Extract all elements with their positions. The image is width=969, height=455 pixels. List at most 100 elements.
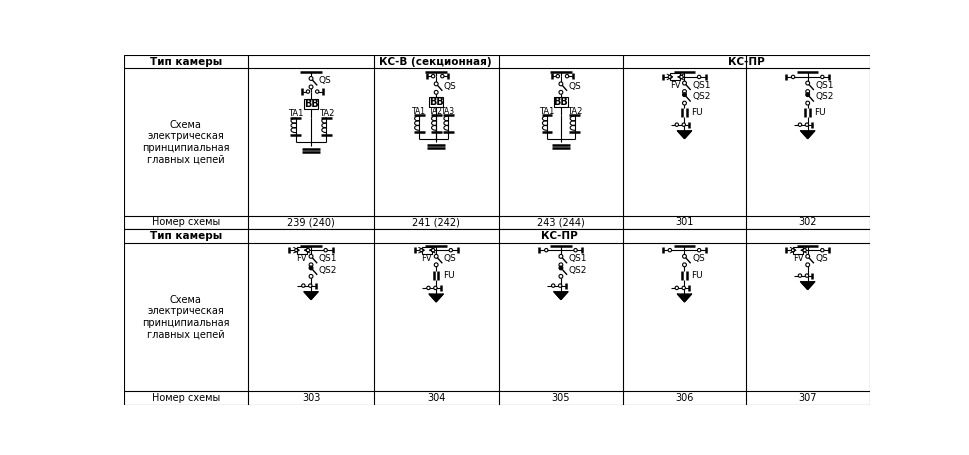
Circle shape (434, 263, 438, 267)
Circle shape (682, 90, 686, 93)
Circle shape (434, 286, 437, 289)
Circle shape (565, 75, 569, 78)
Circle shape (545, 248, 548, 252)
Circle shape (420, 248, 423, 252)
Circle shape (806, 101, 810, 105)
Circle shape (669, 248, 672, 252)
Text: BB: BB (303, 99, 319, 109)
Text: QS: QS (815, 254, 828, 263)
Circle shape (806, 254, 810, 258)
Text: QS1: QS1 (569, 254, 587, 263)
Polygon shape (677, 294, 692, 302)
Text: QS: QS (444, 254, 456, 263)
Text: QS1: QS1 (815, 81, 834, 90)
Circle shape (434, 254, 438, 258)
Bar (124, 229, 869, 405)
Circle shape (441, 75, 444, 78)
Circle shape (806, 93, 809, 96)
Polygon shape (800, 282, 815, 289)
Text: QS: QS (444, 81, 456, 91)
Bar (554, 96, 568, 106)
Circle shape (301, 284, 305, 287)
Circle shape (308, 284, 312, 287)
Circle shape (309, 76, 313, 81)
Text: TA1: TA1 (412, 107, 426, 116)
Text: BB: BB (553, 96, 568, 106)
Text: QS1: QS1 (319, 254, 337, 263)
Text: TA2: TA2 (429, 107, 443, 116)
Polygon shape (554, 292, 568, 299)
Text: FV: FV (422, 254, 432, 263)
Circle shape (559, 82, 563, 86)
Text: Схема
электрическая
принципиальная
главных цепей: Схема электрическая принципиальная главн… (142, 295, 230, 339)
Text: QS: QS (569, 81, 581, 91)
Circle shape (806, 93, 810, 96)
Text: TA1: TA1 (540, 107, 554, 116)
Bar (429, 96, 443, 106)
Circle shape (309, 263, 313, 267)
Text: FU: FU (443, 271, 454, 280)
Circle shape (682, 81, 686, 85)
Bar (794, 247, 803, 253)
Circle shape (431, 75, 435, 78)
Text: QS2: QS2 (569, 266, 587, 275)
Circle shape (558, 284, 562, 287)
Text: КС-В (секционная): КС-В (секционная) (380, 56, 492, 66)
Circle shape (316, 90, 319, 93)
Text: FU: FU (692, 271, 703, 280)
Text: TA2: TA2 (567, 107, 582, 116)
Circle shape (574, 248, 578, 252)
Circle shape (798, 274, 801, 277)
Text: FU: FU (692, 108, 703, 117)
Circle shape (806, 263, 810, 267)
Text: КС-ПР: КС-ПР (728, 56, 765, 66)
Circle shape (306, 248, 310, 252)
Text: 243 (244): 243 (244) (537, 217, 584, 228)
Text: 302: 302 (798, 217, 817, 228)
Circle shape (679, 75, 683, 79)
Text: QS: QS (319, 76, 331, 85)
Text: TA1: TA1 (288, 109, 303, 118)
Circle shape (559, 263, 563, 267)
Circle shape (683, 93, 686, 96)
Circle shape (821, 75, 824, 79)
Text: 303: 303 (302, 393, 320, 403)
Circle shape (792, 248, 795, 252)
Circle shape (682, 263, 686, 267)
Circle shape (434, 91, 438, 94)
Circle shape (675, 123, 678, 126)
Text: 241 (242): 241 (242) (412, 217, 460, 228)
Text: 305: 305 (551, 393, 570, 403)
Text: КС-ПР: КС-ПР (541, 231, 578, 241)
Bar (304, 99, 318, 109)
Circle shape (426, 286, 430, 289)
Text: FV: FV (794, 254, 803, 263)
Circle shape (669, 75, 672, 79)
Circle shape (559, 254, 563, 258)
Text: FU: FU (815, 108, 827, 117)
Circle shape (309, 266, 313, 270)
Circle shape (309, 85, 313, 89)
Circle shape (792, 75, 795, 79)
Polygon shape (800, 131, 815, 138)
Circle shape (682, 101, 686, 105)
Text: Тип камеры: Тип камеры (150, 231, 222, 241)
Circle shape (309, 266, 313, 269)
Circle shape (682, 93, 686, 96)
Polygon shape (677, 131, 692, 138)
Text: FV: FV (297, 254, 307, 263)
Circle shape (559, 91, 563, 94)
Text: 239 (240): 239 (240) (287, 217, 335, 228)
Circle shape (559, 266, 563, 270)
Text: 306: 306 (675, 393, 694, 403)
Circle shape (431, 248, 435, 252)
Text: QS: QS (692, 254, 704, 263)
Text: QS2: QS2 (692, 92, 710, 101)
Circle shape (698, 248, 701, 252)
Circle shape (682, 254, 686, 258)
Text: 304: 304 (427, 393, 446, 403)
Text: Тип камеры: Тип камеры (150, 56, 222, 66)
Text: 307: 307 (798, 393, 817, 403)
Text: FV: FV (670, 81, 680, 90)
Circle shape (806, 81, 810, 85)
